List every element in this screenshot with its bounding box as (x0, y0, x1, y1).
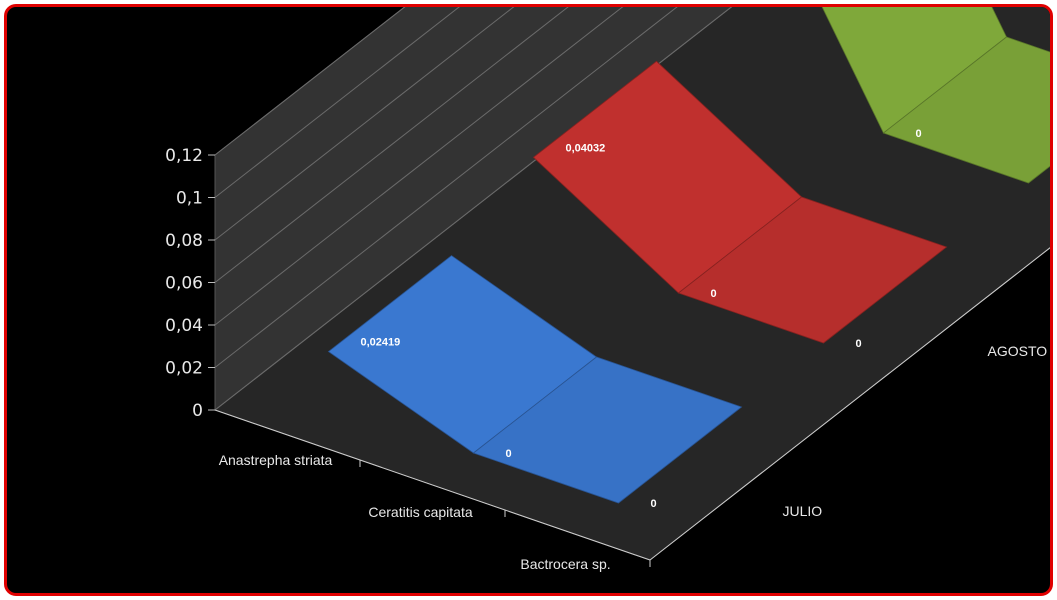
x-axis-line (214, 409, 651, 561)
depth-axis-line (649, 247, 1050, 561)
data-label: 0 (856, 338, 862, 350)
x-tick-label: Anastrepha striata (219, 452, 333, 468)
x-tick-label: Bactrocera sp. (520, 556, 610, 572)
x-tick-label: Ceratitis capitata (368, 504, 472, 520)
y-tick-label: 0 (192, 401, 203, 421)
y-tick-label: 0,04 (165, 316, 203, 336)
gridline (214, 7, 515, 241)
line-chart-3d: 0 0,02 0,04 0,06 0,08 0,1 0,12 Anastrepha stria… (165, 7, 1050, 572)
series-ribbon: 0,04032 0 0 (532, 60, 948, 350)
y-tick-label: 0,1 (176, 189, 203, 209)
y-tick-label: 0,06 (165, 274, 203, 294)
y-tick-label: 0,12 (165, 146, 203, 166)
y-tick-label: 0,02 (165, 359, 203, 379)
data-label: 0 (916, 128, 922, 140)
ribbon-segment (677, 196, 948, 344)
gridlines (214, 7, 733, 411)
series-label: AGOSTO (988, 343, 1048, 359)
gridline (214, 7, 678, 368)
series-axis-labels: JULIOAGOSTOSEPTIEMBRE (783, 343, 1048, 519)
ribbon-segment (472, 356, 743, 504)
ribbon-segment (882, 36, 1050, 184)
series-ribbon: 0,1166600 (821, 7, 1050, 184)
data-label: 0,04032 (566, 142, 606, 154)
gridline (214, 7, 733, 411)
data-label: 0,02419 (361, 337, 401, 349)
data-label: 0 (506, 448, 512, 460)
series-ribbon: 0,02419 0 0 (327, 255, 743, 510)
gridline (214, 7, 569, 283)
series-label: JULIO (783, 503, 823, 519)
gridline (214, 7, 460, 198)
chart-frame: 0 0,02 0,04 0,06 0,08 0,1 0,12 Anastrepha stria… (4, 4, 1053, 596)
gridline (214, 7, 624, 326)
data-label: 0 (651, 498, 657, 510)
y-tick-label: 0,08 (165, 231, 203, 251)
x-axis-labels: Anastrepha striata Ceratitis capitata Bact… (219, 452, 651, 572)
y-axis-ticks: 0 0,02 0,04 0,06 0,08 0,1 0,12 (165, 146, 215, 421)
data-label: 0 (711, 288, 717, 300)
